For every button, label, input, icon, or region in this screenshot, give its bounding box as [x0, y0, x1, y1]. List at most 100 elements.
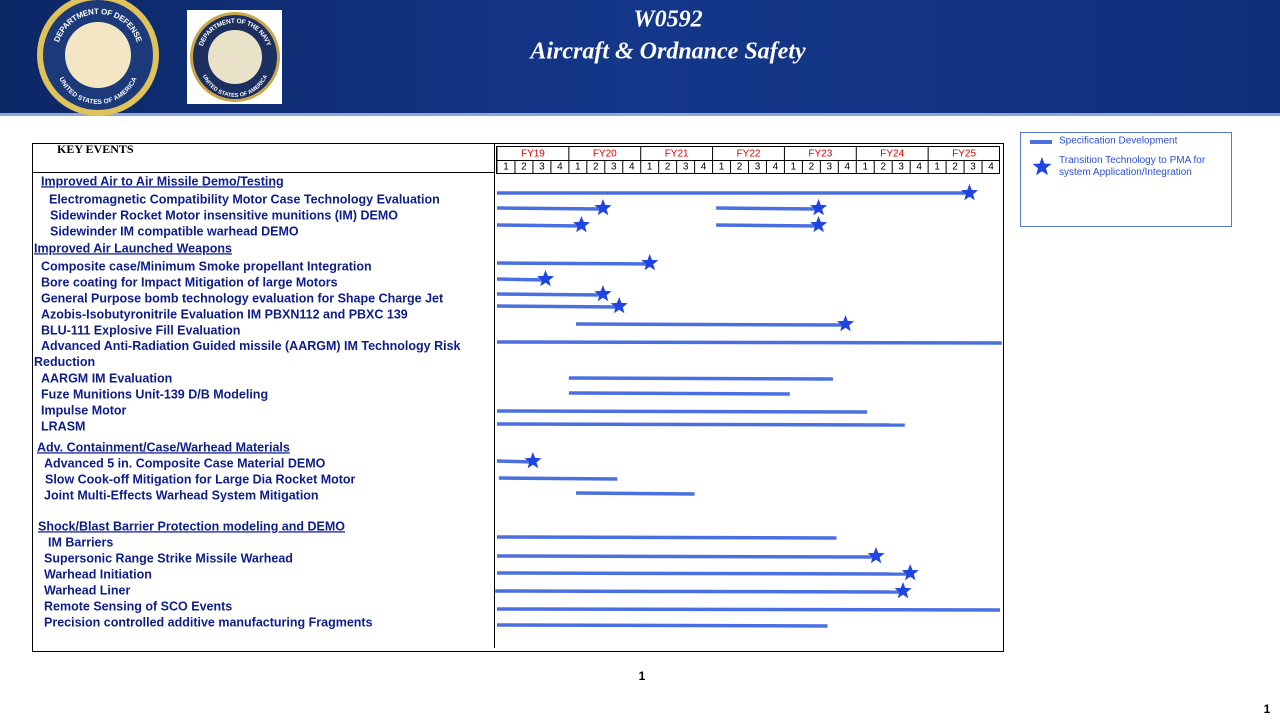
quarter-label: 2: [737, 162, 743, 173]
section-heading: Shock/Blast Barrier Protection modeling …: [38, 519, 345, 533]
dod-seal-center: [65, 22, 131, 88]
quarter-label: 2: [593, 162, 599, 173]
slide-code: W0592: [633, 7, 702, 33]
timeline-bar: [496, 304, 620, 309]
row-label: Azobis-Isobutyronitrile Evaluation IM PB…: [41, 307, 408, 321]
quarter-label: 1: [934, 162, 940, 173]
row-label: Composite case/Minimum Smoke propellant …: [41, 259, 372, 273]
quarter-label: 3: [683, 162, 689, 173]
quarter-label: 1: [575, 162, 581, 173]
legend-star: [1032, 157, 1052, 176]
banner-edge: [0, 113, 1280, 116]
legend-label: Transition Technology to PMA for system …: [1059, 155, 1206, 178]
year-label: FY20: [593, 149, 617, 160]
timeline-bar: [495, 589, 903, 594]
quarter-label: 1: [862, 162, 868, 173]
page-number: 1: [1264, 702, 1271, 716]
quarter-label: 3: [898, 162, 904, 173]
quarter-label: 4: [916, 162, 922, 173]
navy-seal-center: [208, 30, 262, 84]
timeline-bar: [716, 223, 819, 228]
year-label: FY25: [952, 149, 976, 160]
quarter-label: 4: [773, 162, 779, 173]
quarter-label: 4: [701, 162, 707, 173]
slide-title: Aircraft & Ordnance Safety: [528, 39, 806, 65]
row-label: Advanced Anti-Radiation Guided missile (…: [34, 339, 461, 369]
quarter-label: 2: [880, 162, 886, 173]
section-heading: Improved Air to Air Missile Demo/Testing: [41, 174, 284, 188]
milestone-star: [867, 547, 885, 564]
milestone-star: [901, 564, 919, 581]
row-label: Supersonic Range Strike Missile Warhead: [44, 551, 293, 565]
timeline-bar: [496, 277, 546, 282]
timeline-bar: [496, 571, 911, 576]
milestone-star: [594, 199, 612, 216]
year-label: FY19: [521, 149, 545, 160]
page-number: 1: [639, 669, 646, 683]
row-label: Sidewinder Rocket Motor insensitive muni…: [50, 208, 398, 222]
timeline-bar: [496, 554, 877, 559]
year-label: FY21: [665, 149, 689, 160]
quarter-label: 1: [647, 162, 653, 173]
timeline-bar: [496, 206, 604, 211]
quarter-label: 4: [557, 162, 563, 173]
row-label: LRASM: [41, 419, 85, 433]
milestone-star: [810, 199, 828, 216]
milestone-star: [610, 297, 628, 314]
quarter-label: 4: [845, 162, 851, 173]
row-label: Remote Sensing of SCO Events: [44, 599, 232, 613]
timeline-bar: [496, 535, 837, 540]
legend-box: [1020, 132, 1232, 227]
quarter-label: 3: [827, 162, 833, 173]
quarter-label: 3: [755, 162, 761, 173]
row-label: BLU-111 Explosive Fill Evaluation: [41, 323, 240, 337]
timeline-bar: [568, 391, 790, 396]
row-label: Advanced 5 in. Composite Case Material D…: [44, 456, 326, 470]
row-label: Sidewinder IM compatible warhead DEMO: [50, 224, 299, 238]
year-label: FY23: [808, 149, 832, 160]
timeline-bar: [716, 206, 819, 211]
timeline-bar: [496, 459, 533, 464]
year-label: FY22: [737, 149, 761, 160]
legend-label: Specification Development: [1059, 136, 1178, 147]
row-label: Bore coating for Impact Mitigation of la…: [41, 275, 338, 289]
row-label: Warhead Liner: [44, 583, 130, 597]
timeline-bar: [496, 340, 1002, 345]
row-label: Electromagnetic Compatibility Motor Case…: [49, 192, 440, 206]
timeline-bar: [496, 422, 905, 427]
timeline-bar: [576, 322, 846, 327]
timeline-bar: [496, 409, 868, 414]
quarter-label: 3: [970, 162, 976, 173]
row-label: General Purpose bomb technology evaluati…: [41, 291, 444, 305]
timeline-bar: [496, 292, 604, 297]
row-label: Fuze Munitions Unit-139 D/B Modeling: [41, 387, 268, 401]
quarter-label: 4: [988, 162, 994, 173]
milestone-star: [810, 216, 828, 233]
timeline-bar: [496, 607, 1001, 612]
quarter-label: 1: [719, 162, 725, 173]
row-label: IM Barriers: [48, 535, 113, 549]
timeline-bar: [496, 623, 828, 628]
section-heading: Adv. Containment/Case/Warhead Materials: [37, 440, 290, 454]
timeline-bar: [498, 476, 618, 481]
milestone-star: [641, 254, 659, 271]
milestone-star: [960, 184, 978, 201]
table-frame: [32, 143, 1004, 652]
quarter-label: 2: [952, 162, 958, 173]
milestone-star: [894, 582, 912, 599]
milestone-star: [524, 452, 542, 469]
quarter-label: 2: [665, 162, 671, 173]
row-label: AARGM IM Evaluation: [41, 371, 172, 385]
row-label: Warhead Initiation: [44, 567, 152, 581]
milestone-star: [836, 315, 855, 332]
row-label: Impulse Motor: [41, 403, 127, 417]
quarter-label: 1: [791, 162, 797, 173]
quarter-label: 2: [521, 162, 527, 173]
row-label: Precision controlled additive manufactur…: [44, 615, 373, 629]
milestone-star: [594, 285, 612, 302]
timeline-bar: [576, 491, 695, 496]
quarter-label: 4: [629, 162, 635, 173]
key-events-label: KEY EVENTS: [57, 142, 134, 156]
